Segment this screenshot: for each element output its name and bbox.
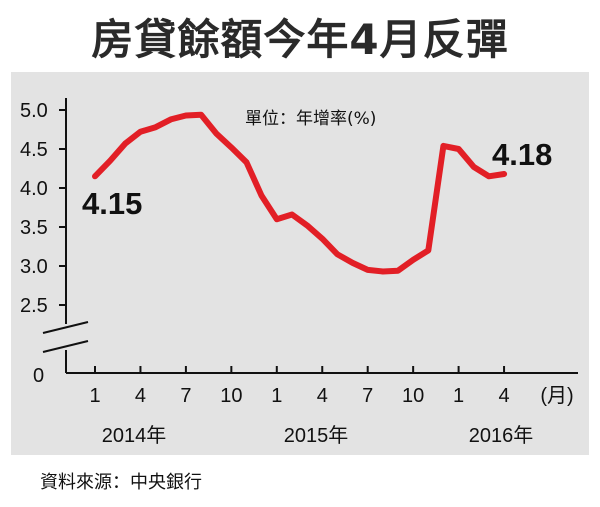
x-unit-label: (月) [540, 385, 573, 407]
x-tick-label: 10 [220, 385, 242, 407]
axis-break-mark [42, 321, 89, 334]
y-tick-label: 4.5 [20, 139, 48, 161]
source-note: 資料來源：中央銀行 [40, 472, 202, 493]
y-tick-label: 2.5 [20, 295, 48, 317]
x-tick-label: 1 [89, 385, 100, 407]
axis-break-mark [42, 340, 89, 353]
y-tick-label: 3.0 [20, 256, 48, 278]
chart-title: 房貸餘額今年4月反彈 [91, 14, 509, 64]
data-label-end: 4.18 [492, 137, 552, 172]
y-tick-label: 4.0 [20, 178, 48, 200]
x-tick-label: 4 [317, 385, 328, 407]
x-tick-label: 7 [180, 385, 191, 407]
x-tick-label: 4 [498, 385, 509, 407]
y-tick-label-zero: 0 [33, 365, 44, 387]
x-tick-label: 4 [135, 385, 146, 407]
y-tick-label: 3.5 [20, 217, 48, 239]
year-label: 2016年 [469, 424, 534, 447]
data-label-start: 4.15 [82, 186, 142, 221]
year-label: 2015年 [284, 424, 349, 447]
x-tick-label: 7 [362, 385, 373, 407]
unit-label: 單位：年增率(%) [245, 109, 376, 129]
chart-panel [11, 72, 589, 455]
series-line [92, 111, 508, 275]
x-tick-label: 1 [453, 385, 464, 407]
year-label: 2014年 [102, 424, 167, 447]
source-bar: 資料來源：中央銀行 [0, 455, 600, 507]
x-tick-label: 10 [402, 385, 424, 407]
y-tick-label: 5.0 [20, 100, 48, 122]
x-tick-label: 1 [271, 385, 282, 407]
title-bar: 房貸餘額今年4月反彈 [0, 0, 600, 72]
